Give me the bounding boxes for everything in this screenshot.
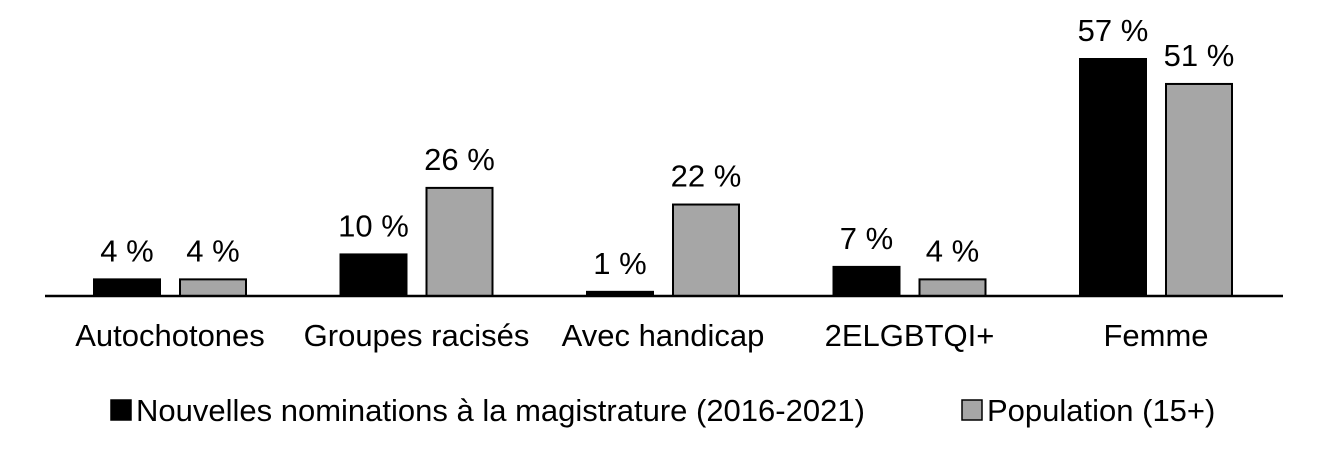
bar-series-0-cat-3 [832,265,901,298]
category-label-4: Femme [1103,318,1208,353]
category-labels-layer: Autochotones Groupes racisés Avec handicap… [75,318,1208,353]
legend-label-series-0: Nouvelles nominations à la magistrature … [136,393,865,428]
value-label-series-0-cat-4: 57 % [1078,13,1149,48]
value-label-series-1-cat-1: 26 % [424,142,495,177]
legend: Nouvelles nominations à la magistrature … [110,393,1215,428]
category-label-2: Avec handicap [562,318,765,353]
bar-series-0-cat-1 [339,253,408,297]
category-label-3: 2ELGBTQI+ [825,318,995,353]
value-label-series-0-cat-0: 4 % [100,233,153,268]
value-label-series-0-cat-3: 7 % [840,221,893,256]
bar-series-1-cat-0 [179,278,247,297]
legend-swatch-series-0 [110,399,132,421]
category-label-1: Groupes racisés [304,318,530,353]
legend-label-series-1: Population (15+) [987,393,1215,428]
legend-swatch-series-1 [961,399,983,421]
bars-layer [93,58,1233,298]
value-label-series-1-cat-2: 22 % [671,159,742,194]
value-label-series-1-cat-3: 4 % [926,233,979,268]
value-labels-layer: 4 % 4 % 10 % 26 % 1 % 22 % 7 % 4 % 57 % 51 % [100,13,1234,281]
bar-series-1-cat-3 [918,278,987,297]
value-label-series-0-cat-1: 10 % [338,208,409,243]
bar-series-0-cat-0 [93,278,161,297]
value-label-series-1-cat-0: 4 % [186,233,239,268]
bar-series-0-cat-4 [1079,58,1147,297]
bar-series-1-cat-2 [672,203,740,298]
value-label-series-0-cat-2: 1 % [593,246,646,281]
value-label-series-1-cat-4: 51 % [1164,38,1235,73]
category-label-0: Autochotones [75,318,265,353]
bar-series-1-cat-4 [1165,82,1233,297]
bar-series-1-cat-1 [425,186,494,297]
